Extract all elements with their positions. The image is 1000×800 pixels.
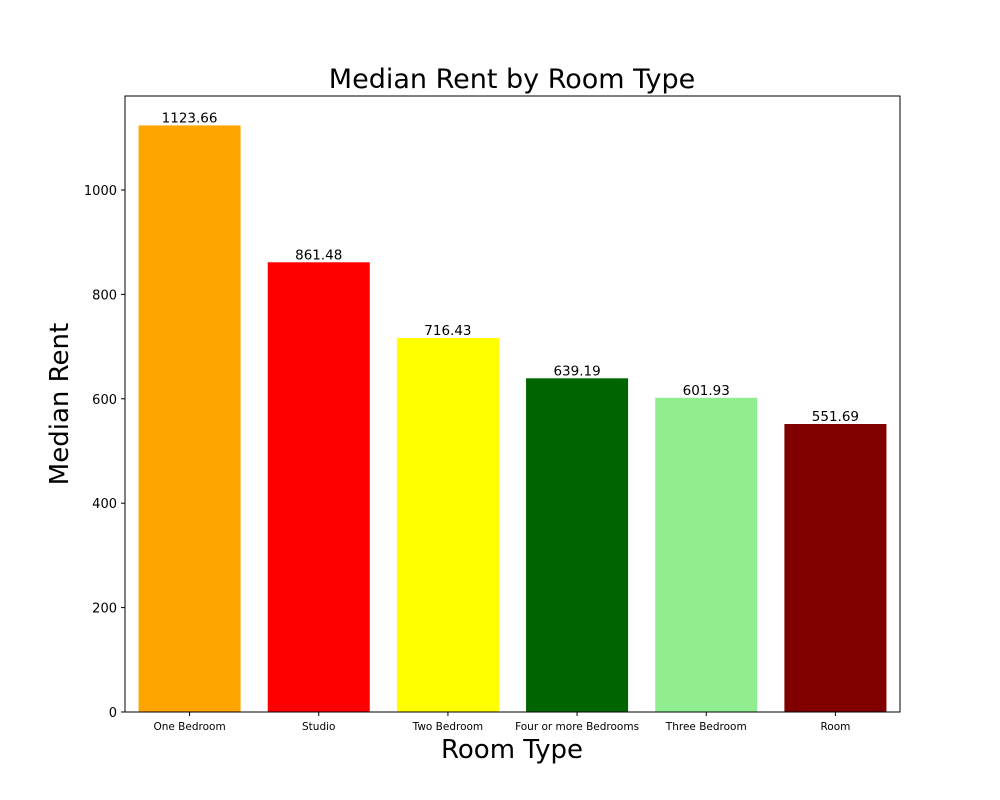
bar-four-or-more-bedrooms <box>526 378 629 712</box>
y-axis: 0 200 400 600 800 1000 <box>84 184 125 721</box>
data-label: 716.43 <box>424 323 471 339</box>
plot-frame <box>124 95 901 713</box>
x-tick-label: Two Bedroom <box>412 721 484 733</box>
x-tick-label: Room <box>820 721 850 733</box>
data-label: 639.19 <box>553 363 600 379</box>
bar-two-bedroom <box>396 338 499 712</box>
x-axis: One Bedroom Studio Two Bedroom Four or more… <box>153 712 850 733</box>
y-tick-label: 1000 <box>84 184 117 199</box>
y-tick-label: 200 <box>92 602 117 617</box>
x-tick-label: One Bedroom <box>153 721 225 733</box>
data-label: 1123.66 <box>162 110 218 126</box>
y-tick-label: 400 <box>92 497 117 512</box>
x-tick-label: Four or more Bedrooms <box>515 721 639 733</box>
bars-group <box>138 125 887 712</box>
bar-studio <box>267 262 370 712</box>
data-label: 861.48 <box>295 247 342 263</box>
x-tick-label: Three Bedroom <box>665 721 747 733</box>
bar-one-bedroom <box>138 125 241 712</box>
data-labels-group: 1123.66 861.48 716.43 639.19 601.93 551.69 <box>162 110 859 425</box>
data-label: 601.93 <box>683 383 730 399</box>
y-tick-label: 800 <box>92 288 117 303</box>
y-tick-label: 0 <box>109 706 117 721</box>
x-axis-label: Room Type <box>441 735 583 765</box>
bar-three-bedroom <box>655 397 758 712</box>
y-tick-label: 600 <box>92 393 117 408</box>
chart-title: Median Rent by Room Type <box>329 64 695 95</box>
x-tick-label: Studio <box>302 721 335 733</box>
y-axis-label: Median Rent <box>45 323 75 485</box>
bar-room <box>784 424 887 712</box>
data-label: 551.69 <box>812 409 859 425</box>
